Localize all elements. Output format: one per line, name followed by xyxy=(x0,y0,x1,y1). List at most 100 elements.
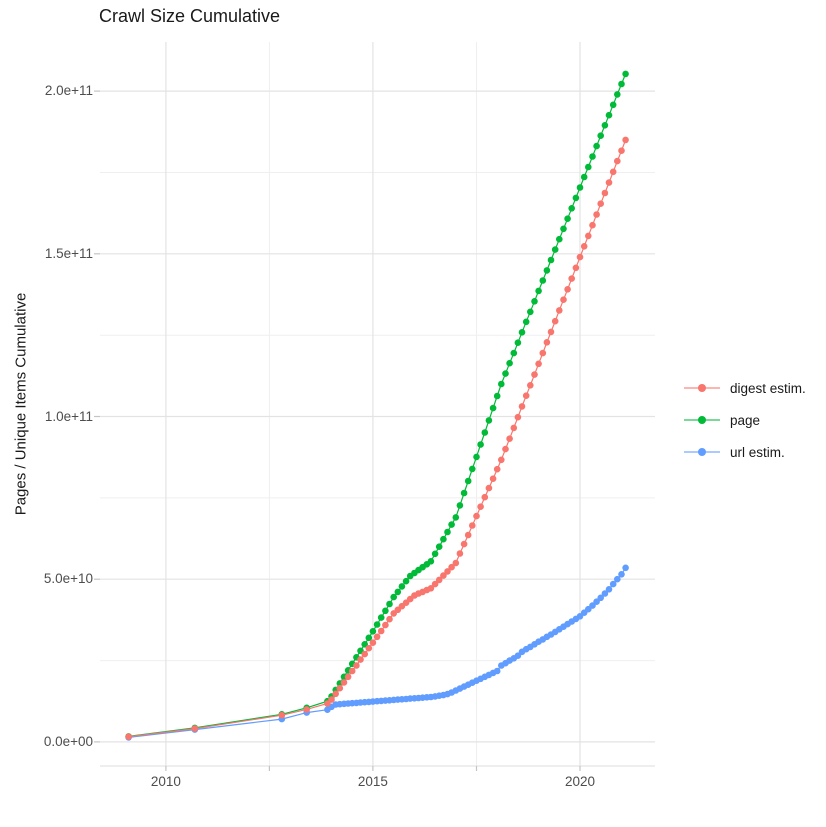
data-point xyxy=(518,329,526,336)
data-point xyxy=(332,690,340,698)
data-point xyxy=(593,598,600,605)
data-point xyxy=(336,684,344,692)
data-point xyxy=(402,577,410,585)
data-point xyxy=(481,429,489,436)
data-point xyxy=(510,424,518,432)
data-point xyxy=(394,588,402,596)
data-point xyxy=(556,307,563,314)
data-point xyxy=(328,696,335,703)
data-point xyxy=(382,607,389,615)
data-point xyxy=(502,370,509,377)
y-tick-label: 2.0e+11 xyxy=(44,83,93,99)
data-point xyxy=(456,502,464,509)
y-tick-label: 5.0e+10 xyxy=(43,571,93,587)
data-point xyxy=(589,602,596,609)
data-point xyxy=(191,725,199,732)
legend-item-page: page xyxy=(683,410,806,430)
data-point xyxy=(539,277,547,284)
data-point xyxy=(535,287,542,295)
data-point xyxy=(585,232,592,240)
data-point xyxy=(485,484,493,492)
data-point xyxy=(344,673,352,681)
y-tick-label: 0.0e+00 xyxy=(43,733,93,749)
data-point xyxy=(597,132,604,139)
data-point xyxy=(444,528,451,536)
data-point xyxy=(601,189,609,197)
data-point xyxy=(614,91,621,98)
data-point xyxy=(556,235,563,243)
data-point xyxy=(551,317,559,325)
data-point xyxy=(448,521,455,528)
series-url-estim xyxy=(125,564,629,741)
data-point xyxy=(564,215,571,222)
data-point xyxy=(535,360,542,368)
data-point xyxy=(543,267,551,274)
data-point xyxy=(460,489,468,497)
data-point xyxy=(361,641,369,648)
data-point xyxy=(365,644,373,652)
data-point xyxy=(506,435,513,443)
data-point xyxy=(502,445,509,453)
data-point xyxy=(473,512,480,520)
data-point xyxy=(452,559,460,567)
data-point xyxy=(547,256,555,264)
data-point xyxy=(469,522,476,529)
data-point xyxy=(324,700,331,707)
data-point xyxy=(609,101,617,109)
data-point xyxy=(373,633,381,641)
data-point xyxy=(531,298,538,305)
data-point xyxy=(365,634,373,642)
data-point xyxy=(618,571,625,578)
data-point xyxy=(527,382,534,389)
data-point xyxy=(369,639,377,646)
data-point xyxy=(531,371,538,378)
data-point xyxy=(353,662,360,669)
data-point xyxy=(440,535,447,543)
series-line xyxy=(128,139,627,738)
data-point xyxy=(377,627,385,635)
data-point xyxy=(543,339,551,346)
data-point xyxy=(435,576,443,584)
data-point xyxy=(427,558,435,565)
data-point xyxy=(572,194,580,202)
legend-label: page xyxy=(730,412,761,428)
data-point xyxy=(518,403,526,410)
data-point xyxy=(303,706,311,713)
data-point xyxy=(278,711,286,719)
data-point xyxy=(464,531,472,539)
y-tick-label: 1.5e+11 xyxy=(44,245,93,261)
chart-title: Crawl Size Cumulative xyxy=(99,6,281,26)
data-point xyxy=(469,465,476,473)
legend-label: digest estim. xyxy=(730,380,806,396)
data-point xyxy=(373,621,381,628)
data-point xyxy=(572,264,580,272)
data-point xyxy=(605,586,613,593)
data-point xyxy=(493,392,501,400)
data-point xyxy=(622,70,629,78)
data-point xyxy=(601,122,609,129)
data-point xyxy=(357,656,364,663)
data-point xyxy=(527,308,534,316)
data-point xyxy=(585,163,592,171)
data-point xyxy=(390,593,398,601)
data-point xyxy=(477,441,484,448)
data-point xyxy=(551,246,559,253)
data-point xyxy=(377,614,385,621)
data-point xyxy=(506,359,513,367)
data-point xyxy=(431,550,439,558)
legend-label: url estim. xyxy=(730,444,785,460)
data-point xyxy=(440,572,447,579)
data-point xyxy=(386,615,393,623)
legend-item-url-estim: url estim. xyxy=(683,442,806,462)
data-point xyxy=(622,564,629,572)
data-point xyxy=(622,136,629,144)
data-point xyxy=(369,628,377,635)
data-point xyxy=(485,417,493,424)
data-point xyxy=(589,221,596,229)
data-point xyxy=(489,404,497,412)
data-point xyxy=(481,493,489,501)
data-point xyxy=(618,80,625,88)
data-point xyxy=(514,339,522,347)
data-point xyxy=(382,621,389,629)
